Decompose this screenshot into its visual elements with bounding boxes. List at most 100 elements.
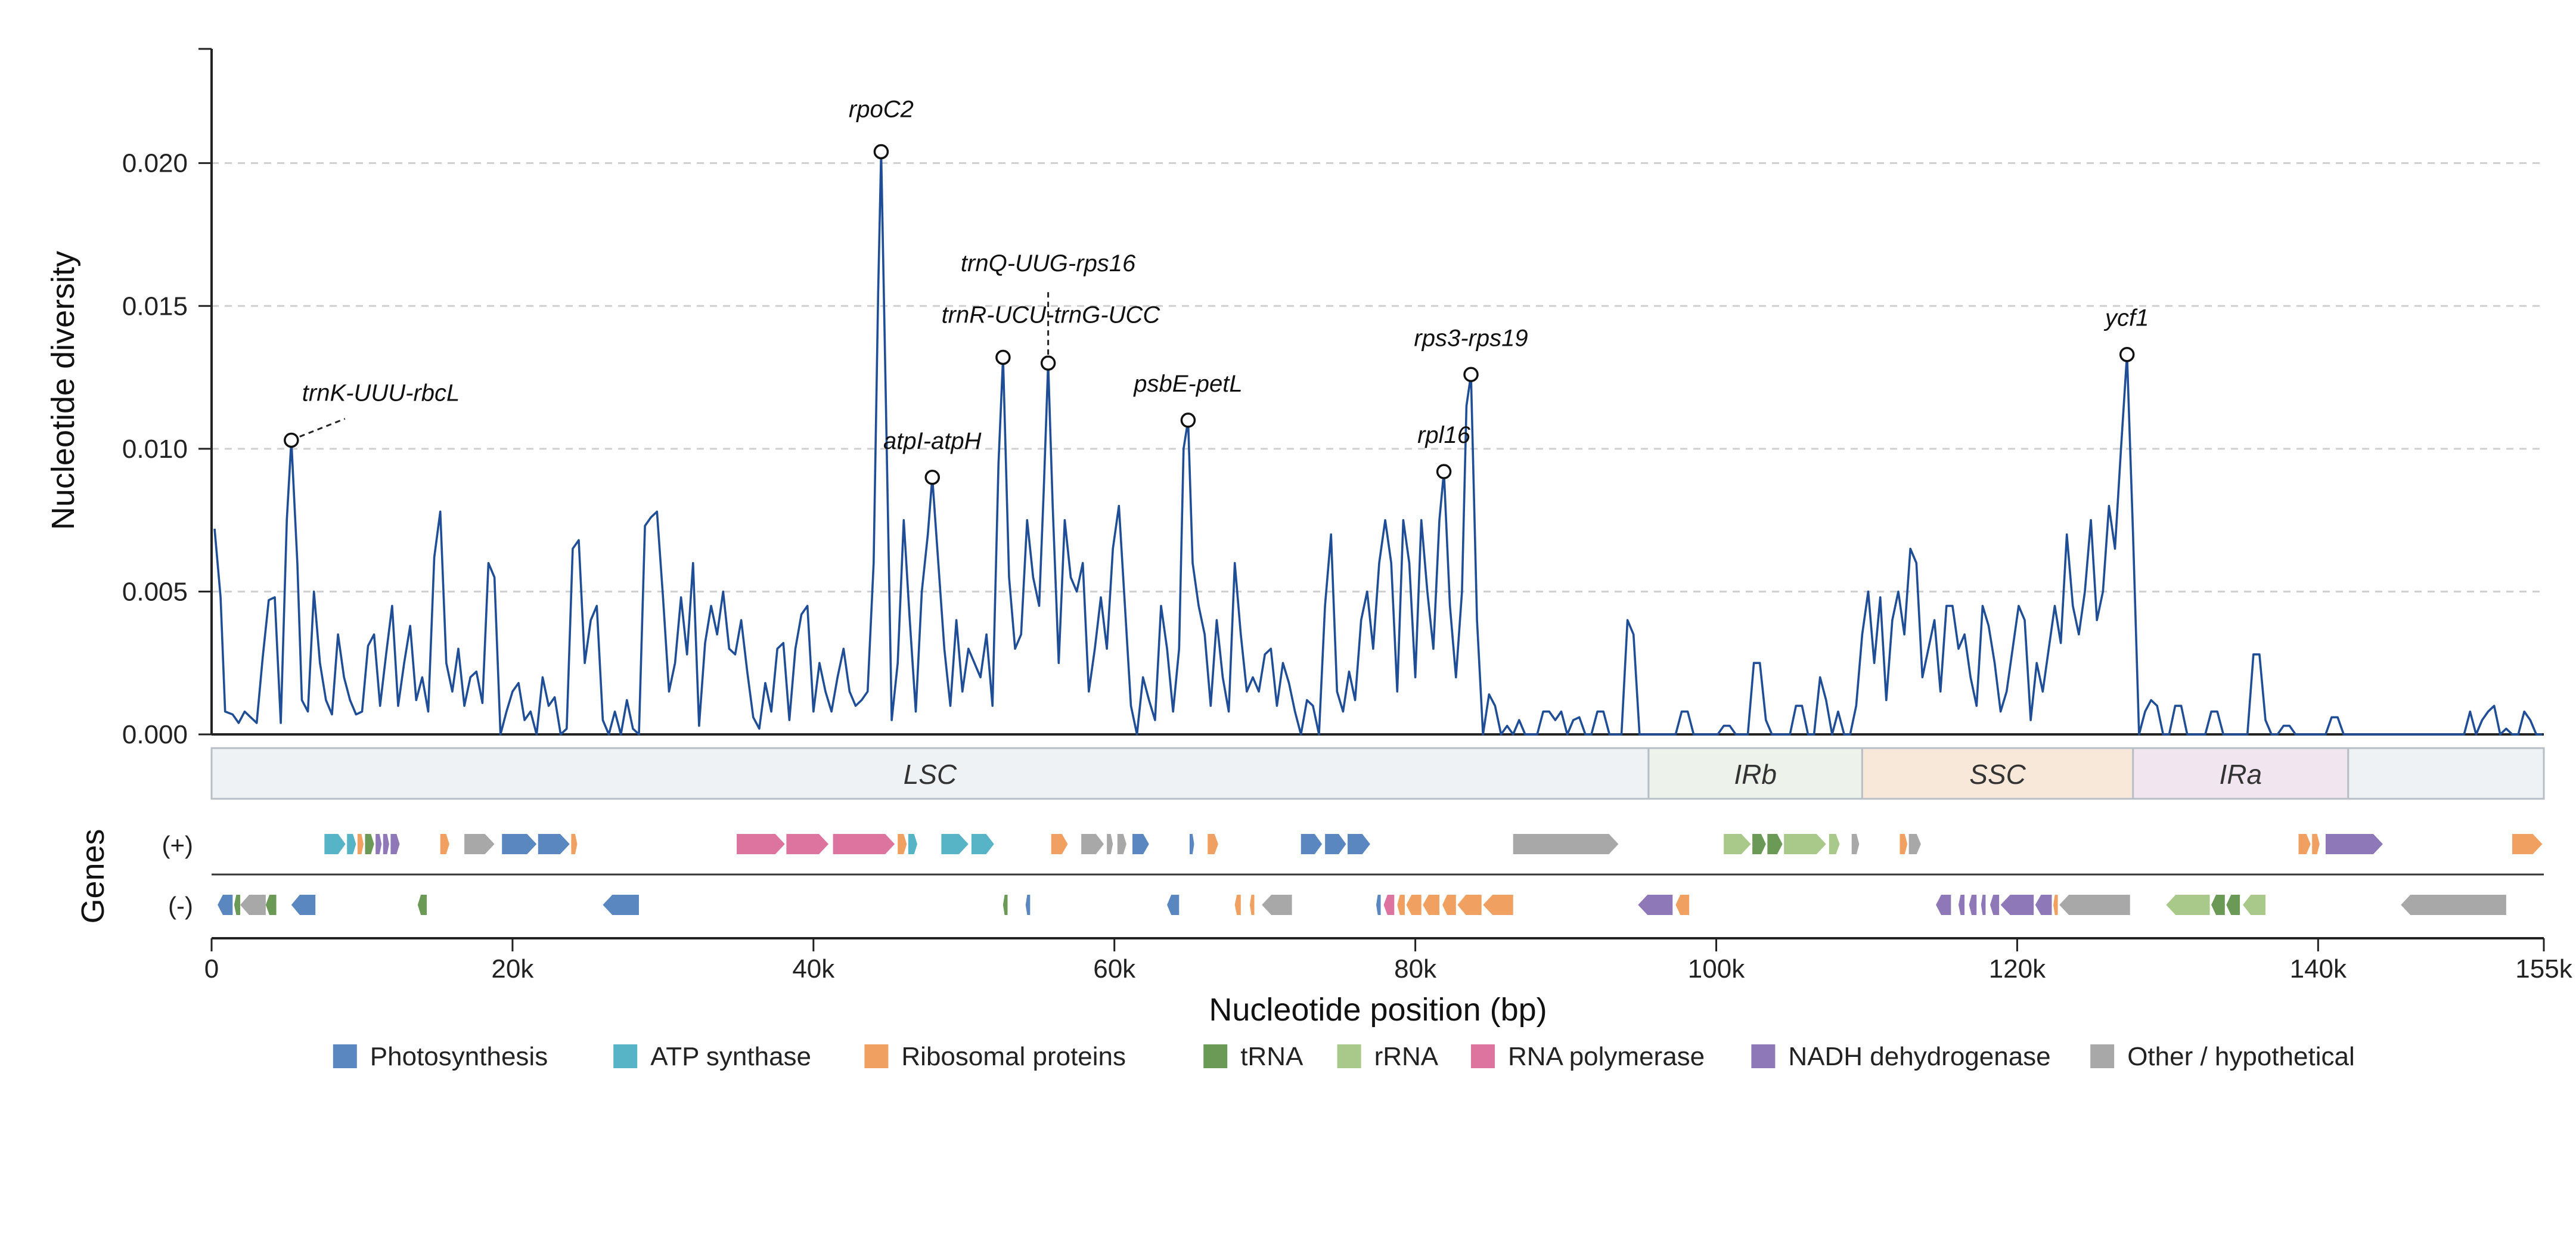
gene-arrow [234,895,240,915]
gene-arrow [1423,895,1440,915]
gene-arrow [1406,895,1422,915]
gene-arrow [898,834,907,854]
gene-arrow [1936,895,1951,915]
gene-arrow [2325,834,2383,854]
region-label: IRa [2220,759,2262,790]
peak-marker [1180,413,1196,428]
gene-arrow [2226,895,2240,915]
legend: Photosynthesis ATP synthase Ribosomal prot… [333,1042,2355,1071]
gene-arrow [571,834,578,854]
gene-arrow [833,834,895,854]
gene-arrow [347,834,356,854]
gene-arrow [1167,895,1180,915]
gene-arrow [1752,834,1766,854]
gene-arrow [1397,895,1405,915]
peak-label: trnK-UUU-rbcL [302,380,460,406]
gene-arrow [1724,834,1751,854]
gene-arrow [464,834,495,854]
gene-arrow [1675,895,1690,915]
peak-marker [873,144,889,160]
gene-arrow [1348,834,1370,854]
gene-arrow [1990,895,2000,915]
gene-arrow [2298,834,2311,854]
region-label: SSC [1969,759,2026,790]
gene-arrow [365,834,374,854]
gene-arrow [1513,834,1619,854]
x-tick-label: 0 [204,954,219,984]
region-block [210,747,1650,800]
gene-arrow [1638,895,1673,915]
gene-arrow [941,834,969,854]
diversity-series [213,150,2543,736]
gene-arrow [786,834,829,854]
legend-label: tRNA [1240,1042,1303,1071]
x-tick-label: 40k [792,954,835,984]
x-tick-label: 80k [1394,954,1437,984]
gene-arrow [1132,834,1149,854]
gene-arrow [2401,895,2506,915]
genes-track-title: Genes [75,829,111,923]
legend-label: Ribosomal proteins [901,1042,1126,1071]
gene-arrow [375,834,382,854]
y-tick-label: 0.010 [122,435,188,464]
gene-arrow [390,834,400,854]
peak-marker [995,349,1011,365]
gene-arrow [240,895,266,915]
gene-arrow [1767,834,1783,854]
legend-swatch [1203,1044,1228,1068]
gene-arrow [737,834,785,854]
gene-arrow [1325,834,1346,854]
legend-label: Photosynthesis [370,1042,548,1071]
gene-arrow [1969,895,1977,915]
gene-arrow [1900,834,1908,854]
legend-swatch [864,1044,889,1068]
legend-label: ATP synthase [650,1042,811,1071]
gene-arrow [265,895,277,915]
peak-label: rpoC2 [849,97,914,123]
y-tick-label: 0.000 [122,720,188,749]
legend-swatch [1471,1044,1495,1068]
gene-arrow [971,834,994,854]
peak-marker [1040,355,1056,371]
x-tick-label: 100k [1688,954,1745,984]
genes-track [212,834,2544,915]
gene-arrow [1958,895,1965,915]
peak-label: rps3-rps19 [1414,325,1528,351]
peak-label: rpl16 [1417,422,1471,448]
gene-arrow [1442,895,1456,915]
x-tick-label: 60k [1093,954,1136,984]
peak-marker [1463,367,1479,382]
gene-arrow [2000,895,2034,915]
peak-label: atpI-atpH [883,428,982,454]
gene-arrow [218,895,233,915]
gene-arrow [324,834,346,854]
peak-annotations: trnK-UUU-rbcL rpoC2 atpI-atpH trnR-UCU-trnG… [284,97,2149,485]
gene-arrow [1025,895,1031,915]
gridlines [212,162,2544,593]
x-tick-label: 140k [2290,954,2347,984]
gene-arrow [1107,834,1113,854]
x-tick-label: 20k [491,954,534,984]
gene-arrow [1117,834,1126,854]
x-tick-label: 155k [2515,954,2572,984]
y-tick-label: 0.015 [122,291,188,321]
gene-arrow [2166,895,2210,915]
gene-arrow [1908,834,1921,854]
x-tick-label: 120k [1989,954,2046,984]
gene-arrow [1189,834,1194,854]
peak-marker [2119,346,2135,362]
gene-arrow [2243,895,2265,915]
legend-label: RNA polymerase [1508,1042,1705,1071]
gene-arrow [908,834,917,854]
axes: 0.000 0.005 0.010 0.015 0.020 0 20k 40k 60k 80k 10… [122,48,2573,984]
legend-swatch [1337,1044,1361,1068]
legend-swatch [333,1044,357,1068]
gene-arrow [1208,834,1218,854]
x-axis-title: Nucleotide position (bp) [1209,992,1547,1028]
peak-label: trnR-UCU-trnG-UCC [942,302,1161,328]
legend-swatch [1751,1044,1776,1068]
gene-arrow [2512,834,2543,854]
peak-label: ycf1 [2103,305,2149,331]
legend-label: rRNA [1374,1042,1439,1071]
